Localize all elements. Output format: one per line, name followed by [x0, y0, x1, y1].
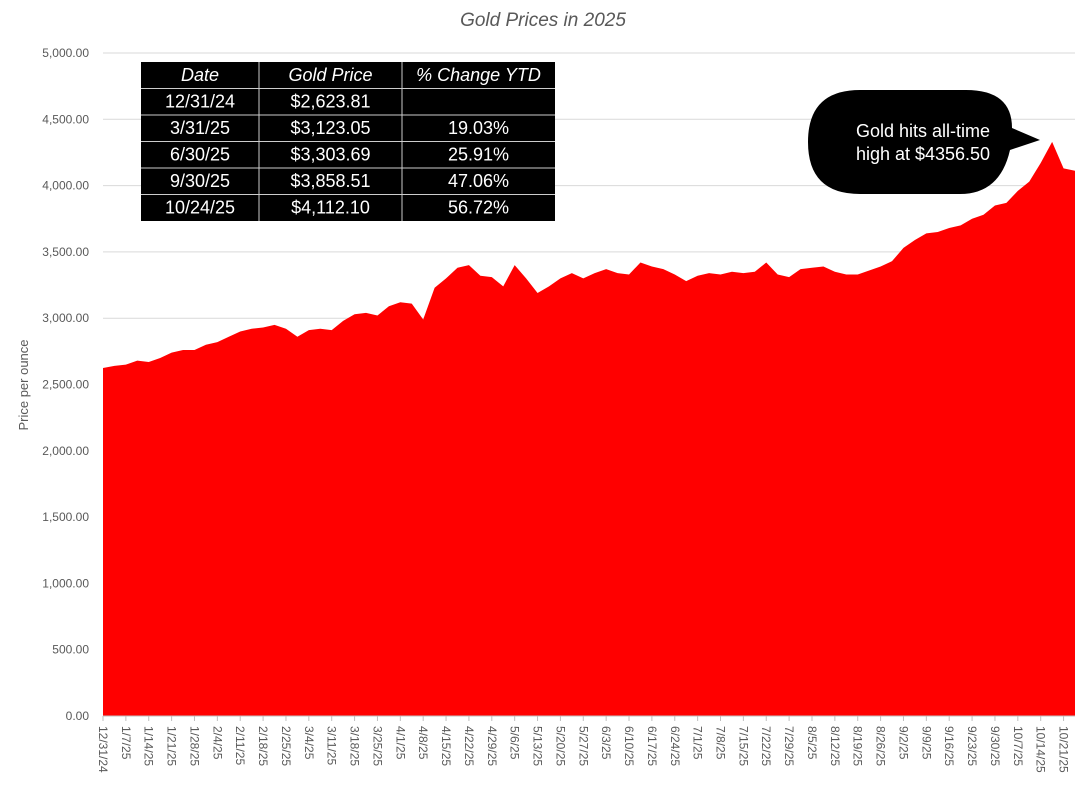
x-tick-label: 12/31/24	[96, 726, 110, 773]
table-cell: 25.91%	[448, 145, 509, 165]
y-tick-label: 4,500.00	[42, 112, 89, 126]
y-tick-label: 1,500.00	[42, 510, 89, 524]
x-tick-label: 7/15/25	[736, 726, 750, 766]
x-tick-label: 3/18/25	[348, 726, 362, 766]
x-tick-label: 4/22/25	[462, 726, 476, 766]
x-tick-label: 3/11/25	[325, 726, 339, 765]
y-tick-label: 2,000.00	[42, 444, 89, 458]
x-tick-label: 9/9/25	[919, 726, 933, 760]
y-tick-label: 5,000.00	[42, 46, 89, 60]
data-table: Date Gold Price % Change YTD 12/31/24 $2,623…	[141, 62, 555, 221]
table-cell: 3/31/25	[170, 118, 230, 138]
x-tick-label: 7/22/25	[759, 726, 773, 766]
x-tick-label: 6/10/25	[622, 726, 636, 766]
annotation: Gold hits all-time high at $4356.50	[808, 90, 1040, 194]
x-tick-label: 10/21/25	[1057, 726, 1071, 773]
table-cell: 9/30/25	[170, 171, 230, 191]
table-header: Gold Price	[288, 65, 372, 85]
x-tick-label: 9/16/25	[942, 726, 956, 766]
x-tick-label: 4/29/25	[485, 726, 499, 766]
table-header: % Change YTD	[416, 65, 541, 85]
table-cell: 12/31/24	[165, 92, 235, 112]
x-tick-label: 5/6/25	[508, 726, 522, 760]
y-tick-label: 3,500.00	[42, 245, 89, 259]
callout-bubble	[808, 90, 1040, 194]
x-tick-label: 6/24/25	[668, 726, 682, 766]
table-cell: $4,112.10	[291, 198, 370, 218]
x-tick-label: 9/30/25	[988, 726, 1002, 766]
table-header: Date	[181, 65, 219, 85]
x-tick-label: 8/26/25	[874, 726, 888, 766]
x-tick-label: 5/27/25	[576, 726, 590, 766]
x-tick-label: 1/21/25	[165, 726, 179, 766]
y-tick-label: 3,000.00	[42, 311, 89, 325]
table-cell: 10/24/25	[165, 198, 235, 218]
x-tick-label: 3/4/25	[302, 726, 316, 760]
x-tick-label: 7/8/25	[714, 726, 728, 760]
y-tick-label: 1,000.00	[42, 576, 89, 590]
x-tick-label: 2/18/25	[256, 726, 270, 766]
x-tick-label: 6/3/25	[599, 726, 613, 760]
x-tick-label: 10/14/25	[1034, 726, 1048, 773]
table-cell: $2,623.81	[290, 92, 370, 112]
table-cell: $3,303.69	[290, 145, 370, 165]
x-tick-label: 3/25/25	[370, 726, 384, 766]
x-tick-label: 9/2/25	[896, 726, 910, 760]
x-tick-label: 6/17/25	[645, 726, 659, 766]
x-tick-label: 8/12/25	[828, 726, 842, 766]
x-tick-label: 7/1/25	[691, 726, 705, 760]
annotation-text: high at $4356.50	[856, 144, 990, 164]
annotation-text: Gold hits all-time	[856, 121, 990, 141]
x-tick-label: 8/19/25	[851, 726, 865, 766]
x-tick-label: 1/14/25	[142, 726, 156, 766]
y-axis-label: Price per ounce	[16, 339, 31, 430]
y-tick-label: 0.00	[66, 709, 90, 723]
x-tick-label: 5/20/25	[553, 726, 567, 766]
x-tick-label: 5/13/25	[531, 726, 545, 766]
table-cell: 6/30/25	[170, 145, 230, 165]
x-tick-label: 1/28/25	[187, 726, 201, 766]
x-tick-label: 9/23/25	[965, 726, 979, 766]
y-tick-label: 500.00	[52, 643, 89, 657]
x-tick-label: 4/1/25	[393, 726, 407, 760]
y-tick-label: 2,500.00	[42, 378, 89, 392]
area	[103, 141, 1075, 717]
x-tick-label: 8/5/25	[805, 726, 819, 760]
table-cell: $3,123.05	[290, 118, 370, 138]
x-tick-label: 2/25/25	[279, 726, 293, 766]
x-tick-label: 4/8/25	[416, 726, 430, 760]
chart-title: Gold Prices in 2025	[460, 10, 626, 31]
table-cell: 19.03%	[448, 118, 509, 138]
x-tick-label: 2/11/25	[233, 726, 247, 765]
x-tick-label: 2/4/25	[210, 726, 224, 760]
table-cell: 47.06%	[448, 171, 509, 191]
x-tick-label: 1/7/25	[119, 726, 133, 760]
y-tick-label: 4,000.00	[42, 179, 89, 193]
table-cell: 56.72%	[448, 198, 509, 218]
table-cell: $3,858.51	[290, 171, 370, 191]
x-tick-label: 7/29/25	[782, 726, 796, 766]
x-tick-label: 4/15/25	[439, 726, 453, 766]
x-tick-label: 10/7/25	[1011, 726, 1025, 766]
